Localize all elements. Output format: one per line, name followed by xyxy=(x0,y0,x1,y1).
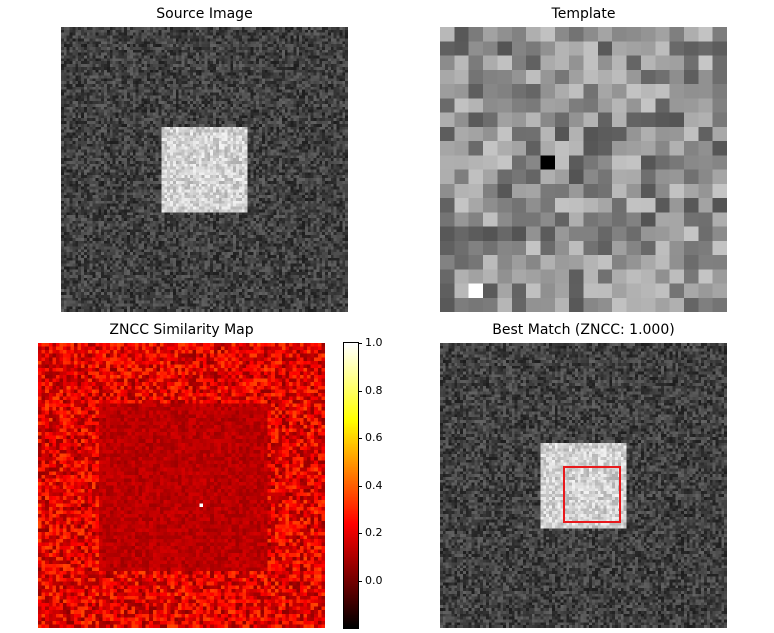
colorbar-tick-label: 0.2 xyxy=(365,526,383,539)
colorbar-tick-label: 0.8 xyxy=(365,384,383,397)
zncc-heatmap xyxy=(38,343,325,628)
colorbar-tick xyxy=(358,343,362,344)
colorbar-tick xyxy=(358,438,362,439)
colorbar-tick-label: 1.0 xyxy=(365,336,383,349)
match-box xyxy=(563,465,621,523)
colorbar-tick xyxy=(358,486,362,487)
zncc-title: ZNCC Similarity Map xyxy=(109,322,254,338)
template-title: Template xyxy=(551,6,616,22)
zncc-colorbar xyxy=(343,342,359,629)
best-match-title: Best Match (ZNCC: 1.000) xyxy=(492,322,675,338)
colorbar-tick-label: 0.4 xyxy=(365,479,383,492)
colorbar-tick-label: 0.6 xyxy=(365,431,383,444)
colorbar-tick xyxy=(358,391,362,392)
source-image-title: Source Image xyxy=(156,6,253,22)
colorbar-tick-label: 0.0 xyxy=(365,574,383,587)
colorbar-tick xyxy=(358,581,362,582)
colorbar-tick xyxy=(358,533,362,534)
template-heatmap xyxy=(440,27,727,312)
best-match-heatmap xyxy=(440,343,727,628)
source-image-heatmap xyxy=(61,27,348,312)
